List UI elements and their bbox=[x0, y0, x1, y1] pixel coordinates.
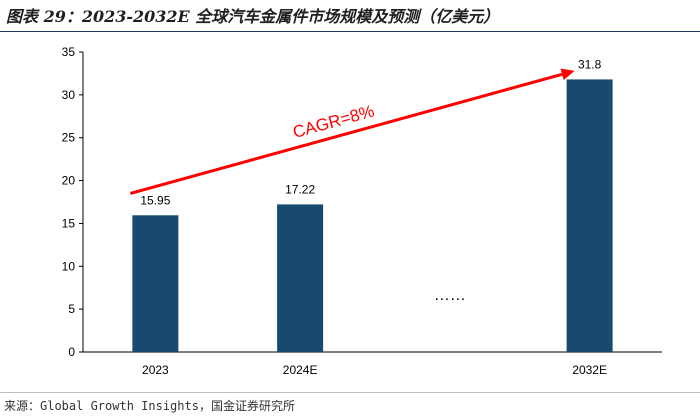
y-tick-label: 30 bbox=[62, 88, 76, 102]
source-divider bbox=[0, 392, 700, 393]
ellipsis-gap: …… bbox=[434, 287, 466, 304]
bar bbox=[132, 215, 179, 352]
x-tick-label: 2024E bbox=[283, 363, 318, 377]
bar-chart: 0 5 10 15 20 25 30 35 2023 2024E 2032E 15.95 17.22… bbox=[62, 45, 662, 377]
title-divider bbox=[0, 31, 700, 32]
cagr-annotation: CAGR=8% bbox=[129, 68, 575, 195]
source-note: 来源：Global Growth Insights，国金证券研究所 bbox=[4, 399, 295, 413]
bar-series bbox=[132, 79, 613, 352]
bar bbox=[566, 79, 613, 352]
y-axis: 0 5 10 15 20 25 30 35 bbox=[62, 45, 84, 359]
data-label: 15.95 bbox=[140, 193, 170, 207]
y-tick-label: 25 bbox=[62, 131, 76, 145]
y-tick-label: 15 bbox=[62, 216, 76, 230]
y-tick-label: 5 bbox=[68, 302, 75, 316]
y-tick-label: 0 bbox=[68, 345, 75, 359]
x-tick-label: 2032E bbox=[572, 363, 607, 377]
y-tick-label: 35 bbox=[62, 45, 76, 59]
cagr-arrow-line bbox=[129, 72, 563, 195]
data-labels: 15.95 17.22 …… 31.8 bbox=[140, 57, 601, 304]
x-axis: 2023 2024E 2032E bbox=[83, 351, 662, 377]
x-tick-label: 2023 bbox=[142, 363, 169, 377]
cagr-arrow-head bbox=[560, 68, 575, 81]
bar bbox=[277, 204, 324, 352]
chart-title: 图表 29：2023-2032E 全球汽车金属件市场规模及预测（亿美元） bbox=[6, 7, 500, 26]
data-label: 17.22 bbox=[285, 182, 315, 196]
y-tick-label: 20 bbox=[62, 174, 76, 188]
y-tick-label: 10 bbox=[62, 259, 76, 273]
data-label: 31.8 bbox=[578, 57, 602, 71]
